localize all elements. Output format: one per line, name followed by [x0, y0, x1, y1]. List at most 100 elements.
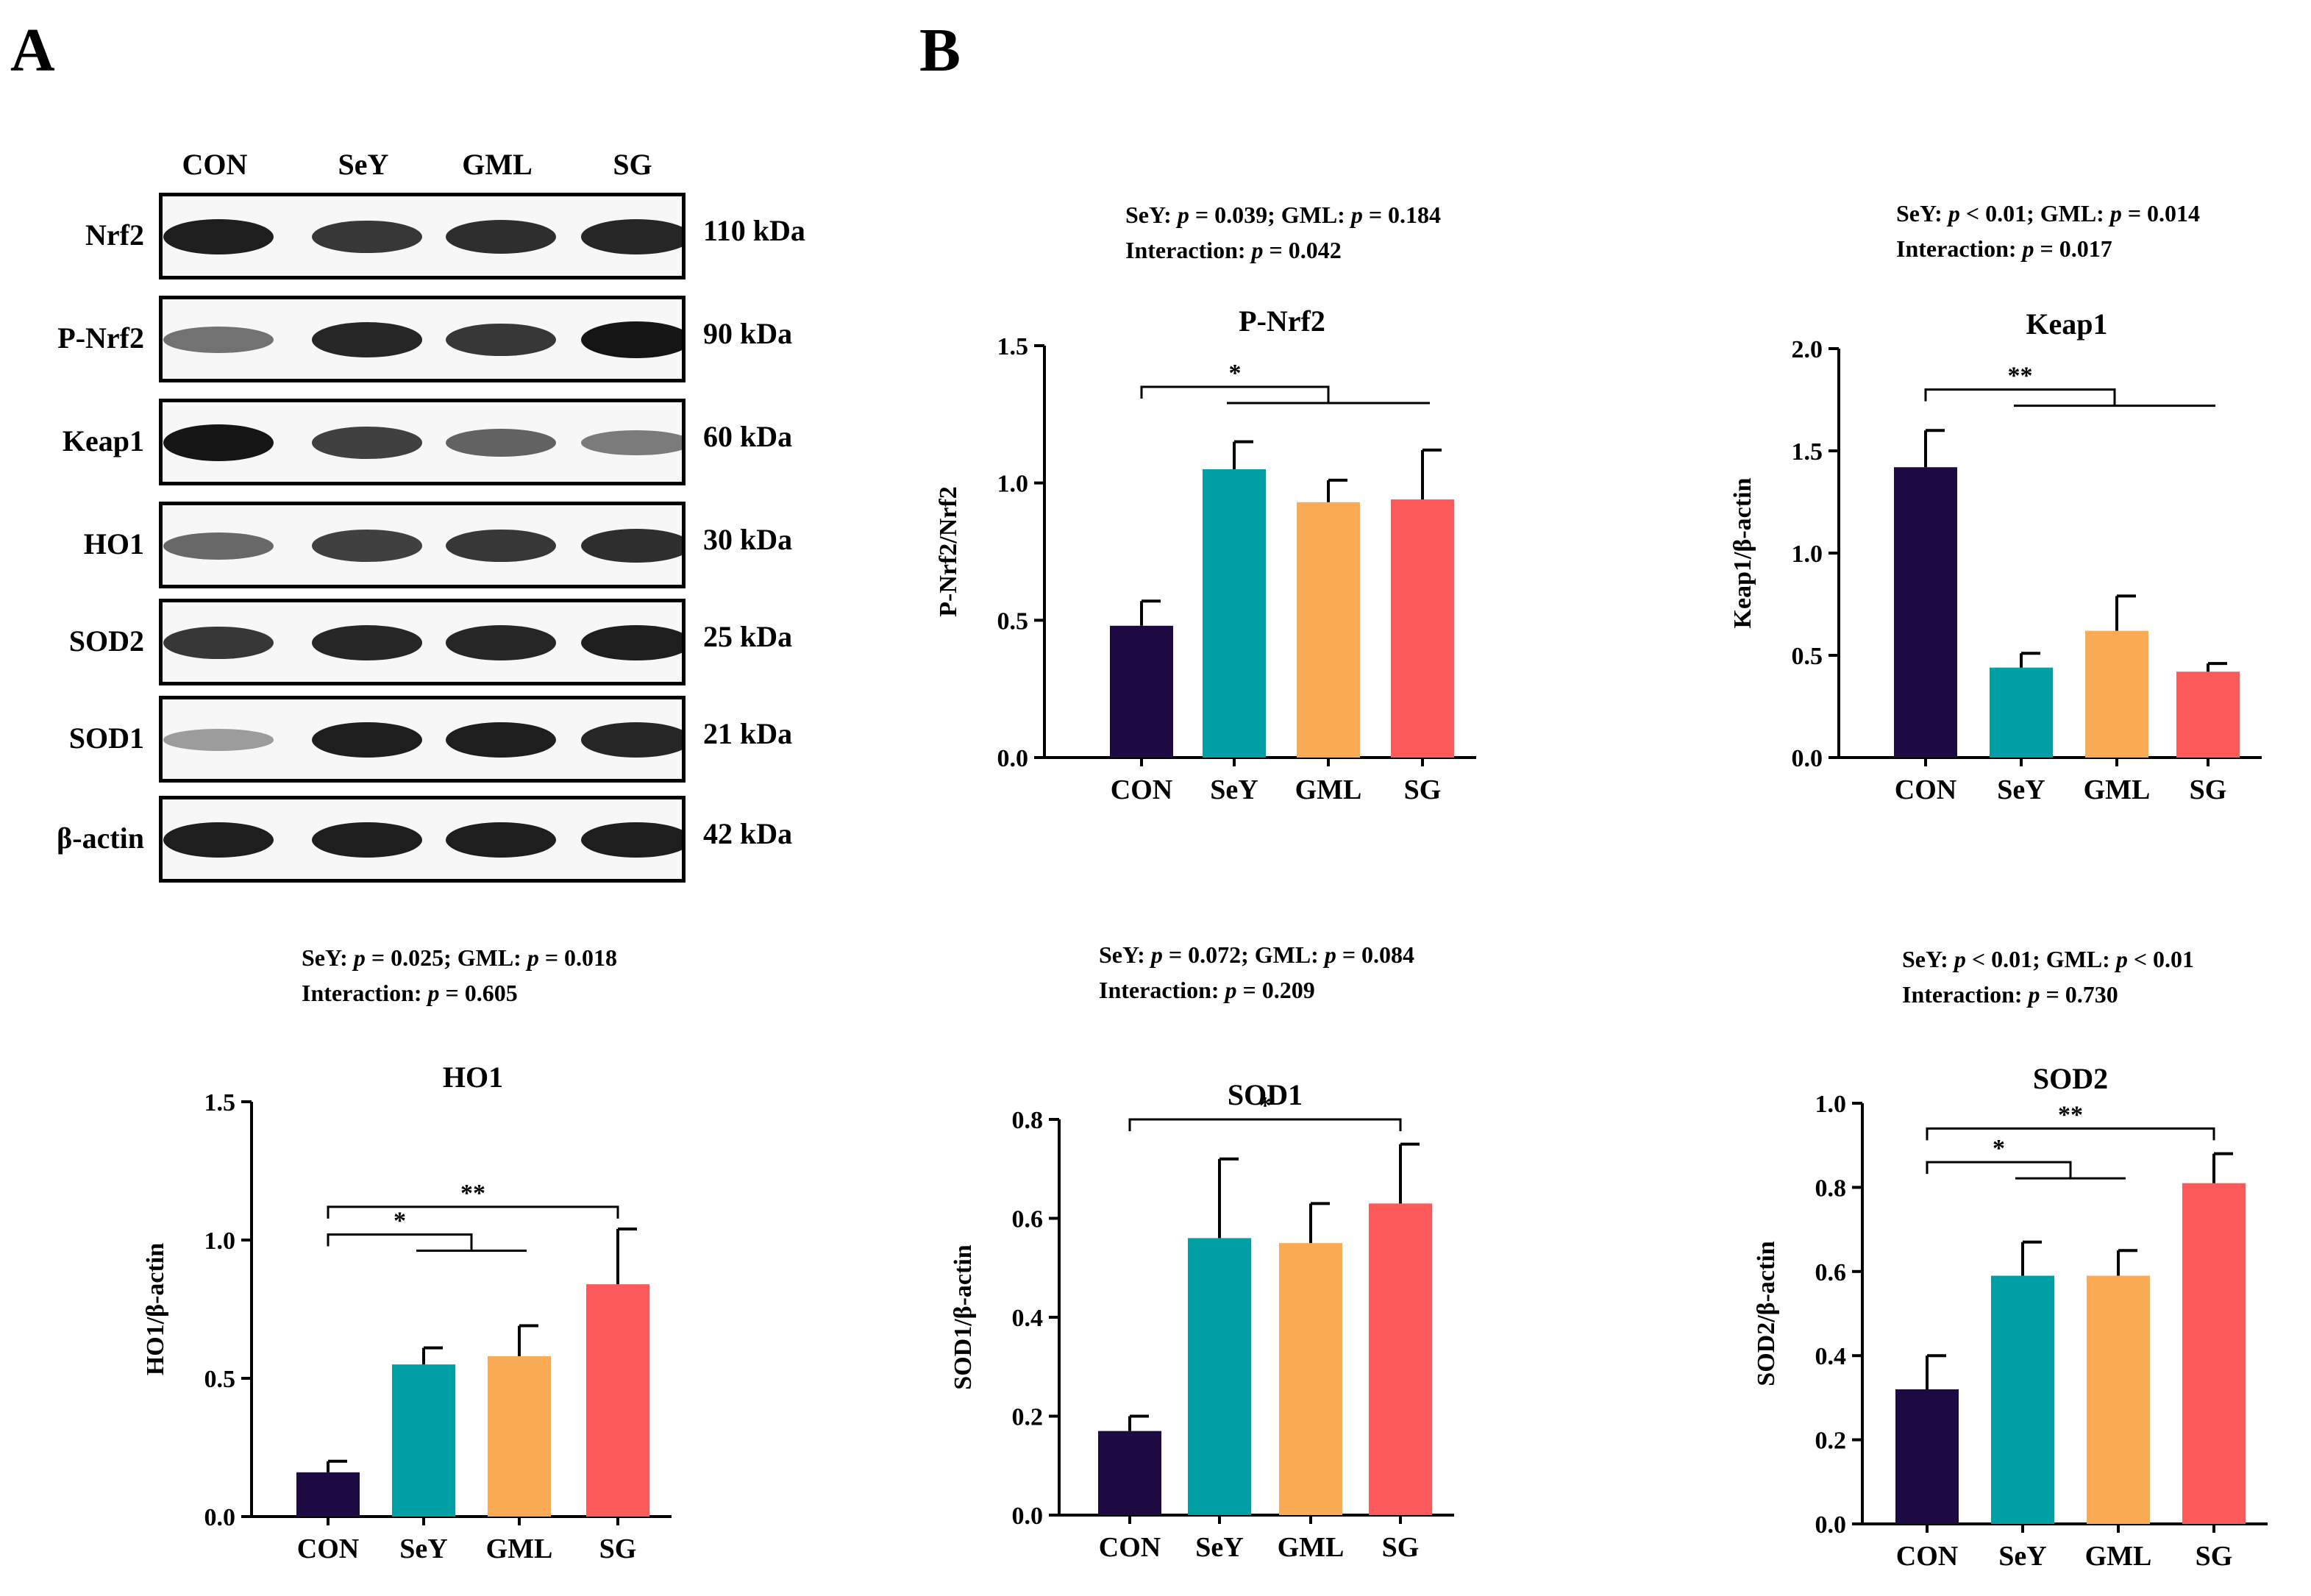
y-tick-label: 1.5: [204, 1089, 236, 1116]
blot-band: [163, 218, 274, 255]
chart-title: Keap1: [2026, 307, 2107, 341]
chart-title: SOD2: [2033, 1062, 2108, 1095]
lane-label-sey: SeY: [338, 148, 389, 181]
lane-label-gml: GML: [462, 148, 533, 181]
bar-sg: [1391, 499, 1454, 758]
bar-sey: [1990, 667, 2053, 758]
bar-gml: [1297, 502, 1360, 758]
significance-bracket: [1140, 385, 1330, 403]
x-tick-label: SeY: [1195, 1532, 1243, 1563]
blot-band: [581, 822, 682, 858]
blot-strip: [159, 502, 686, 588]
x-tick-label: GML: [1295, 774, 1362, 805]
chart-title: SOD1: [1228, 1078, 1303, 1111]
blot-band: [163, 327, 274, 353]
y-axis-label: P-Nrf2/Nrf2: [935, 486, 962, 616]
blot-strip: [159, 399, 686, 485]
blot-row-kda: 42 kDa: [703, 817, 793, 850]
bar-con: [1098, 1431, 1161, 1515]
blot-row-kda: 110 kDa: [703, 214, 805, 247]
stats-line-main-effects: SeY: p < 0.01; GML: p < 0.01: [1902, 946, 2195, 972]
x-tick-label: GML: [2084, 774, 2151, 805]
blot-band: [163, 626, 274, 660]
x-tick-label: SeY: [399, 1533, 447, 1564]
blot-strip: [159, 296, 686, 382]
stats-line-interaction: Interaction: p = 0.730: [1902, 981, 2118, 1008]
blot-row-label: SOD1: [68, 722, 144, 755]
stats-line-main-effects: SeY: p < 0.01; GML: p = 0.014: [1896, 200, 2201, 227]
significance-marker: *: [1229, 360, 1242, 387]
bar-con: [1110, 625, 1173, 758]
stats-line-interaction: Interaction: p = 0.605: [302, 980, 518, 1006]
y-tick-label: 0.0: [1012, 1503, 1044, 1530]
blot-band: [446, 219, 556, 254]
bar-con: [1895, 1389, 1959, 1524]
stats-line-interaction: Interaction: p = 0.042: [1125, 237, 1342, 263]
bar-gml: [488, 1355, 551, 1517]
blot-strip: [159, 599, 686, 685]
x-tick-label: SeY: [1998, 1541, 2046, 1572]
x-tick-label: CON: [297, 1533, 359, 1564]
blot-band: [312, 530, 422, 562]
significance-marker: **: [2008, 363, 2033, 390]
blot-band: [163, 822, 274, 858]
y-tick-label: 0.0: [997, 745, 1029, 772]
y-tick-label: 1.5: [997, 333, 1029, 360]
y-tick-label: 0.8: [1815, 1175, 1847, 1202]
blot-band: [163, 424, 274, 461]
blot-row-kda: 21 kDa: [703, 717, 793, 750]
y-tick-label: 0.0: [1792, 745, 1823, 772]
blot-band: [446, 529, 556, 563]
blot-band: [581, 624, 682, 661]
significance-marker: **: [2058, 1101, 2083, 1128]
blot-row-kda: 25 kDa: [703, 620, 793, 653]
y-tick-label: 1.5: [1792, 438, 1823, 466]
bar-chart-p-nrf2: P-Nrf2 0.0 0.5 1.0 1.5 P-Nrf2/Nrf2 CON SeY GML SG…: [935, 304, 1476, 805]
x-tick-label: GML: [1278, 1532, 1345, 1563]
x-tick-label: CON: [1099, 1532, 1161, 1563]
x-tick-label: SG: [1382, 1532, 1420, 1563]
significance-bracket: [1128, 1118, 1402, 1131]
lane-label-con: CON: [182, 148, 248, 181]
blot-band: [581, 219, 682, 254]
y-axis-label: SOD2/β-actin: [1753, 1241, 1780, 1386]
blot-band: [312, 722, 422, 758]
blot-row-kda: 60 kDa: [703, 420, 793, 453]
stats-block: SeY: p < 0.01; GML: p < 0.01 Interaction:…: [1902, 941, 2194, 1012]
x-tick-label: SG: [599, 1533, 637, 1564]
bar-sey: [1203, 469, 1266, 758]
blot-band: [312, 220, 422, 254]
blot-strip: [159, 696, 686, 783]
blot-band: [446, 822, 556, 858]
x-tick-label: CON: [1895, 774, 1956, 805]
stats-line-interaction: Interaction: p = 0.209: [1099, 977, 1315, 1003]
bar-chart-keap1: Keap1 0.0 0.5 1.0 1.5 2.0 Keap1/β-actin CON SeY G…: [1729, 307, 2262, 805]
y-tick-label: 0.6: [1815, 1259, 1847, 1286]
x-tick-label: GML: [2085, 1541, 2152, 1572]
y-axis-label: SOD1/β-actin: [950, 1244, 977, 1389]
stats-block: SeY: p = 0.025; GML: p = 0.018 Interactio…: [302, 940, 617, 1011]
blot-band: [446, 428, 556, 457]
blot-row-label: P-Nrf2: [57, 321, 144, 355]
y-tick-label: 0.2: [1012, 1404, 1044, 1431]
blot-band: [312, 625, 422, 660]
x-tick-label: GML: [486, 1533, 553, 1564]
significance-marker: *: [394, 1207, 406, 1234]
bar-con: [296, 1472, 360, 1517]
blot-row-label: HO1: [83, 527, 144, 560]
y-tick-label: 0.2: [1815, 1428, 1847, 1455]
significance-marker: *: [1259, 1092, 1272, 1119]
x-tick-label: CON: [1111, 774, 1172, 805]
bar-gml: [2087, 1275, 2150, 1524]
blot-band: [446, 323, 556, 357]
x-tick-label: SG: [2190, 774, 2227, 805]
bar-sg: [2176, 671, 2240, 758]
y-tick-label: 0.4: [1815, 1343, 1847, 1370]
x-tick-label: SeY: [1210, 774, 1258, 805]
bar-sg: [586, 1284, 649, 1517]
x-tick-label: SG: [1404, 774, 1442, 805]
stats-line-interaction: Interaction: p = 0.017: [1896, 235, 2112, 262]
significance-bracket: [1926, 1127, 2215, 1141]
y-tick-label: 0.5: [997, 608, 1029, 635]
blot-row-kda: 90 kDa: [703, 317, 793, 350]
